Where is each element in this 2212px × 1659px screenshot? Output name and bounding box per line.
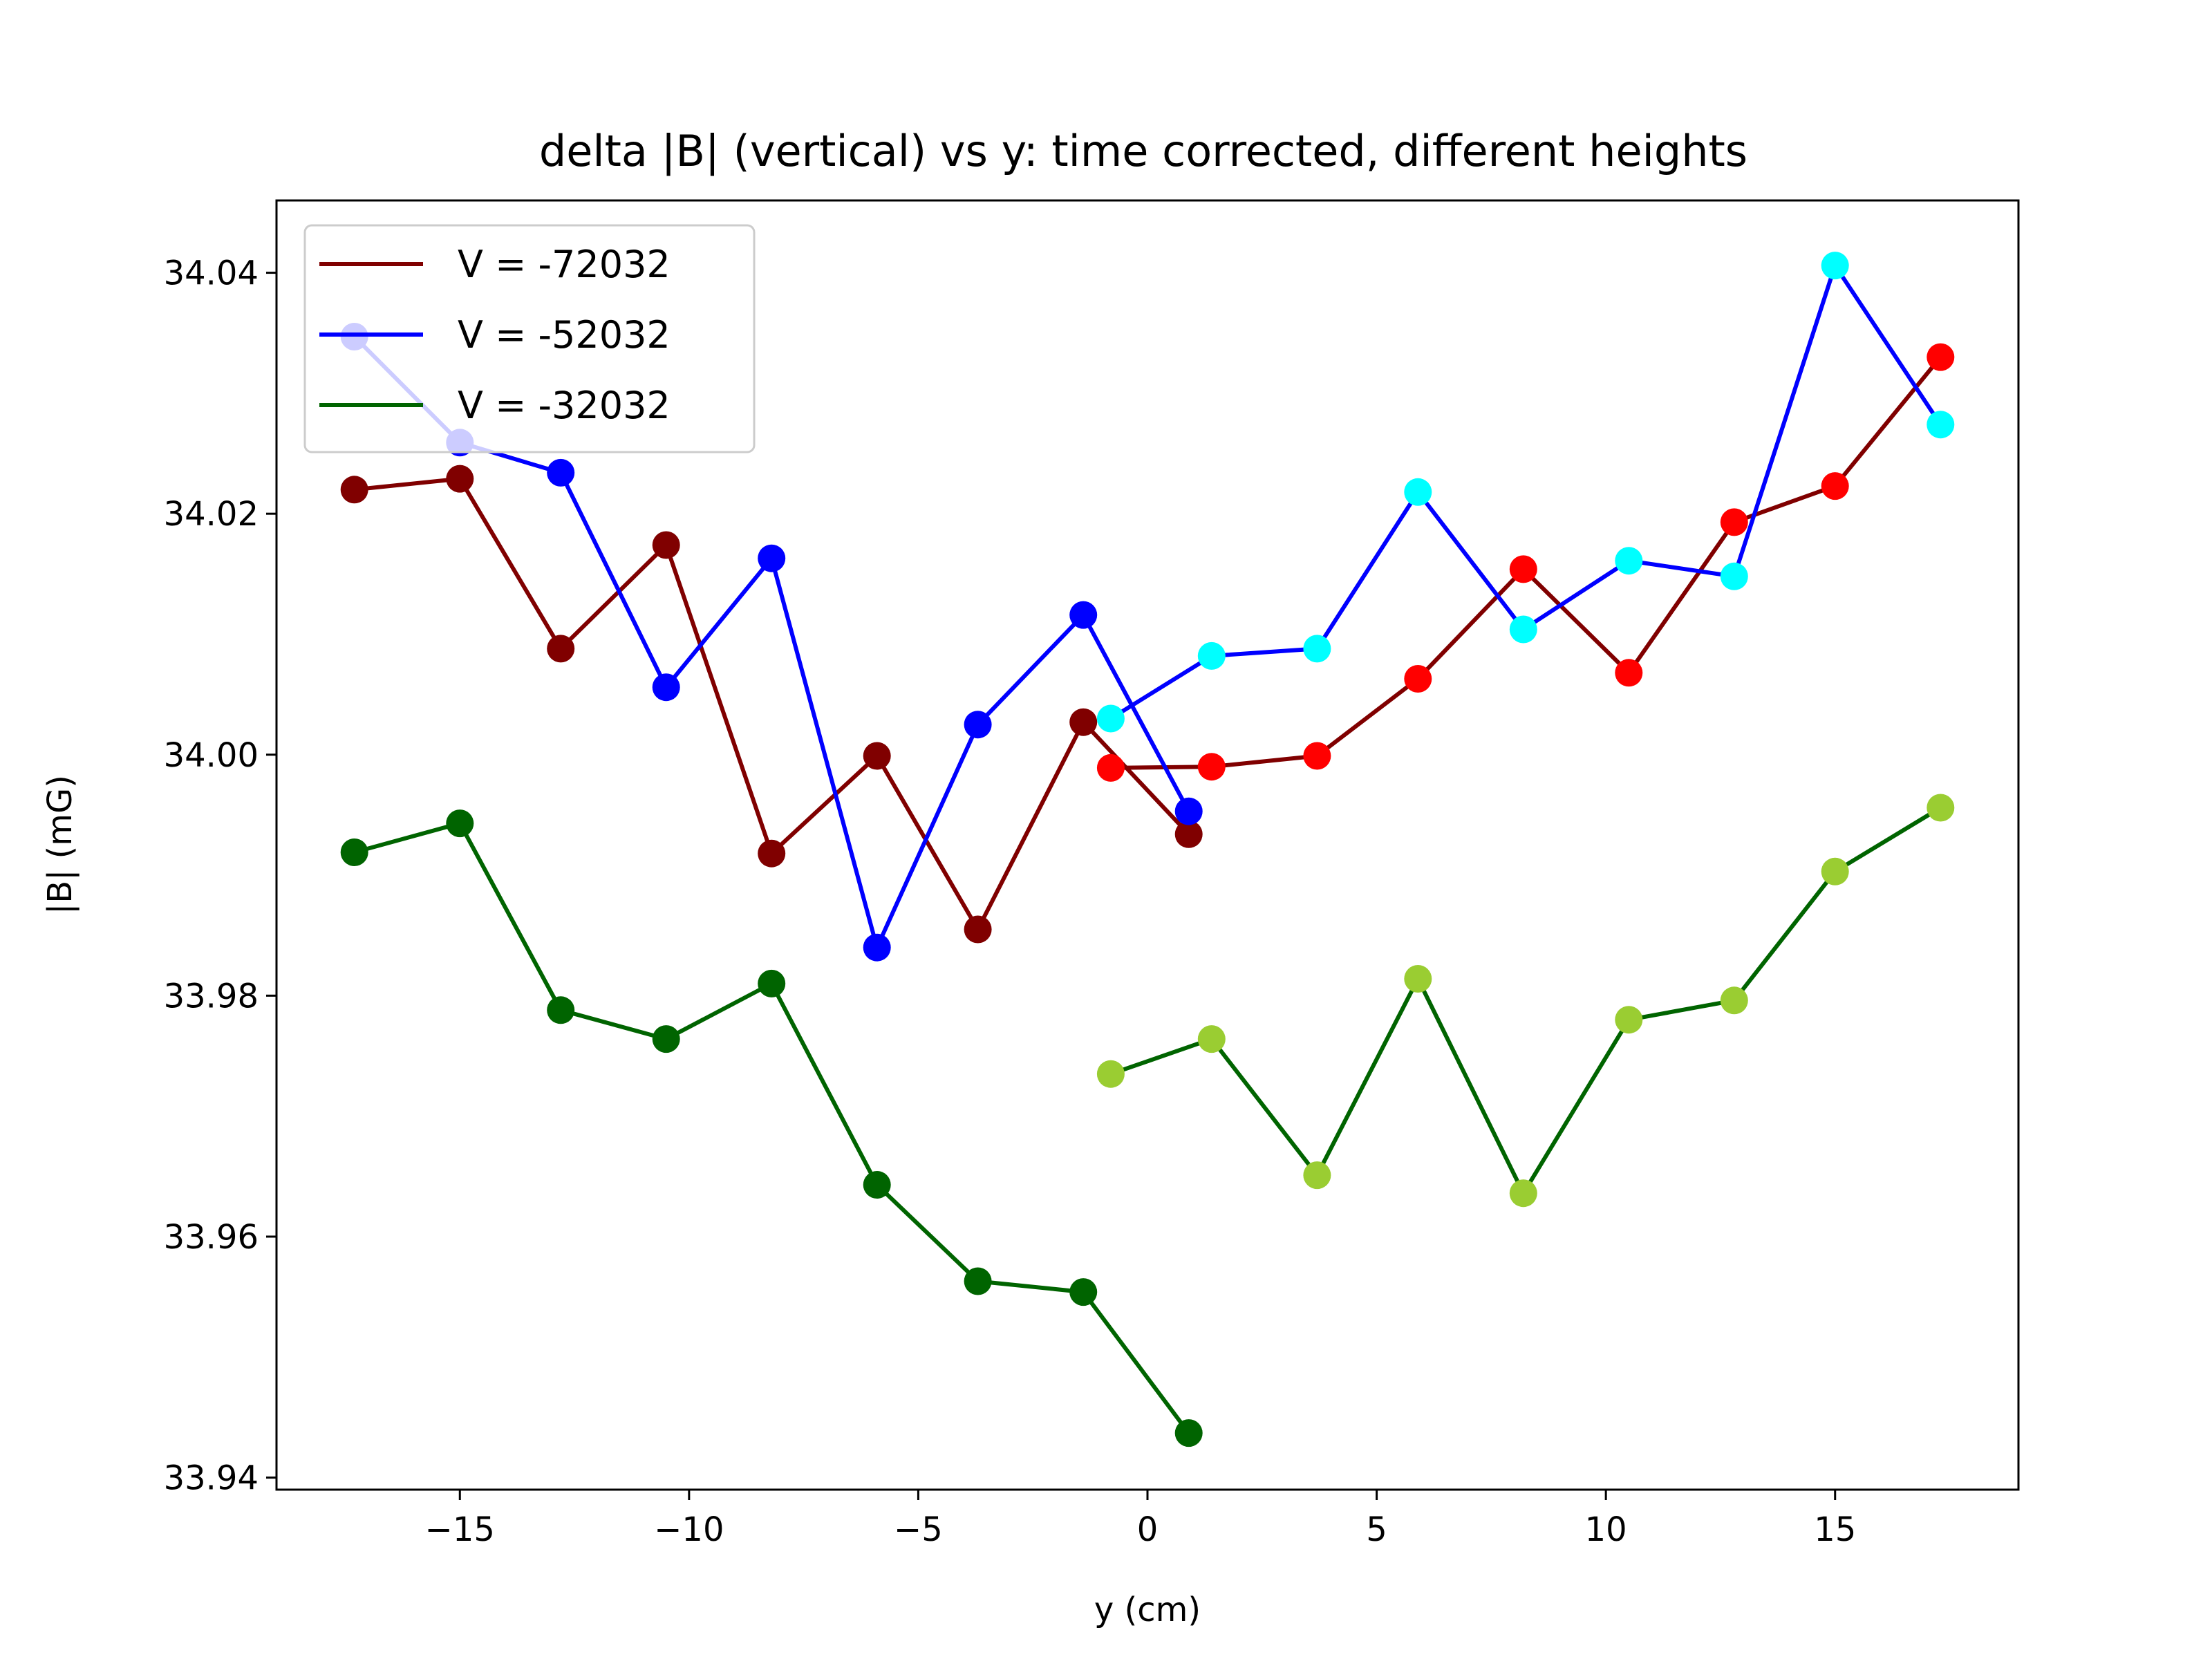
x-tick-label: 0 [1137,1510,1159,1549]
data-point-1-1-7 [1821,252,1849,280]
data-point-0-0-8 [1174,820,1203,848]
data-point-2-1-8 [1927,794,1955,822]
data-point-2-0-6 [964,1267,992,1295]
x-tick-label: 15 [1814,1510,1856,1549]
data-point-0-0-4 [758,839,786,868]
x-tick-label: 10 [1585,1510,1627,1549]
data-point-1-1-5 [1615,547,1643,575]
data-point-0-1-7 [1821,472,1849,500]
data-point-0-1-0 [1096,753,1125,782]
data-point-2-1-1 [1197,1025,1226,1053]
data-point-0-0-1 [446,465,474,493]
data-point-2-0-2 [547,996,575,1024]
data-point-2-1-5 [1615,1006,1643,1034]
chart-title: delta |B| (vertical) vs y: time correcte… [539,126,1747,177]
data-point-2-0-4 [758,969,786,997]
data-point-0-1-6 [1720,508,1748,536]
x-tick-label: −5 [894,1510,943,1549]
x-tick-label: −15 [425,1510,495,1549]
x-axis-label: y (cm) [1094,1591,1201,1629]
data-point-2-0-7 [1069,1278,1098,1306]
data-point-1-0-8 [1174,797,1203,825]
data-point-0-0-0 [340,476,368,504]
data-point-0-0-5 [863,742,891,770]
data-point-0-0-2 [547,635,575,663]
data-point-0-1-2 [1303,742,1331,770]
x-tick-label: 5 [1366,1510,1387,1549]
series-2 [340,794,1955,1447]
y-tick-label: 34.02 [164,495,259,534]
data-point-2-0-8 [1174,1419,1203,1447]
data-point-0-1-8 [1927,343,1955,371]
data-point-1-0-2 [547,458,575,487]
y-tick-label: 33.96 [164,1218,259,1257]
data-point-1-1-4 [1509,615,1537,644]
data-point-2-0-0 [340,838,368,866]
axis-ticks: −15 −10 −5 0 5 10 15 33.94 33.96 33.98 34.00 34.02 3… [164,254,1857,1549]
data-point-1-1-2 [1303,635,1331,663]
data-point-1-1-0 [1096,704,1125,733]
x-tick-label: −10 [654,1510,724,1549]
data-point-0-1-4 [1509,555,1537,583]
series-0 [340,343,1955,944]
y-tick-label: 34.00 [164,736,259,775]
data-point-2-1-4 [1509,1179,1537,1208]
data-point-1-1-3 [1404,478,1432,506]
y-tick-label: 33.98 [164,977,259,1015]
data-point-2-0-1 [446,809,474,838]
data-point-2-1-3 [1404,965,1432,993]
data-point-0-0-6 [964,915,992,944]
legend-label: V = -72032 [458,243,671,286]
data-point-0-1-5 [1615,659,1643,687]
data-point-1-1-1 [1197,641,1226,670]
data-point-2-1-6 [1720,986,1748,1015]
data-point-1-0-7 [1069,601,1098,629]
data-point-1-1-8 [1927,411,1955,439]
y-axis-label: |B| (mG) [41,775,79,915]
legend-label: V = -52032 [458,313,671,357]
data-point-1-1-6 [1720,562,1748,590]
data-point-0-0-7 [1069,708,1098,736]
legend: V = -72032 V = -52032 V = -32032 [303,224,756,453]
data-point-0-0-3 [652,531,680,559]
y-tick-label: 33.94 [164,1459,259,1498]
data-point-2-0-3 [652,1025,680,1053]
y-tick-label: 34.04 [164,254,259,293]
data-point-2-1-7 [1821,857,1849,885]
data-point-2-0-5 [863,1171,891,1199]
data-point-1-0-4 [758,544,786,572]
data-point-1-0-3 [652,673,680,702]
data-point-2-1-0 [1096,1060,1125,1088]
data-point-0-1-1 [1197,753,1226,781]
data-point-0-1-3 [1404,665,1432,693]
data-point-1-0-6 [964,711,992,739]
data-point-1-0-5 [863,933,891,962]
data-point-2-1-2 [1303,1161,1331,1190]
legend-box [303,224,756,453]
plot-frame [275,199,2020,1491]
legend-label: V = -32032 [458,384,671,427]
